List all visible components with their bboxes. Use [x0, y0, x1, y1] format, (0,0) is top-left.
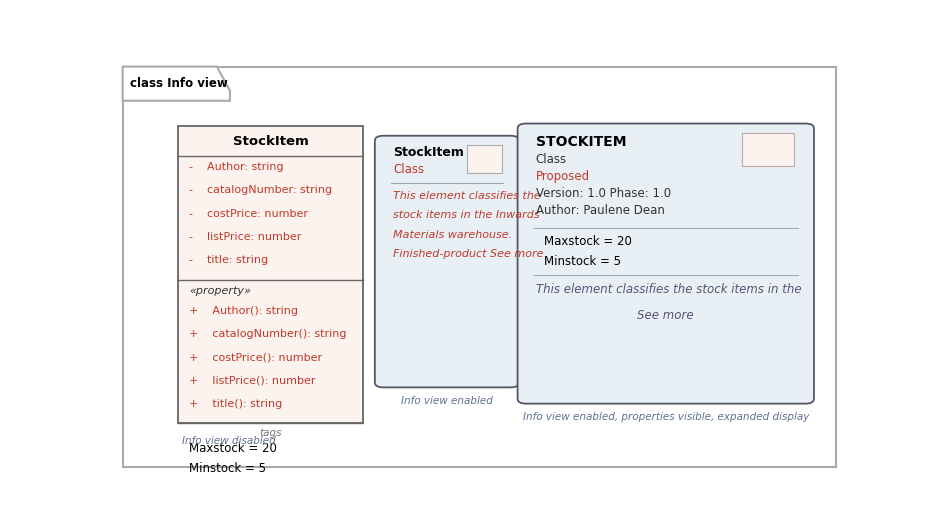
- Text: stock items in the Inwards: stock items in the Inwards: [393, 210, 539, 220]
- Text: +    title(): string: + title(): string: [189, 399, 282, 409]
- Text: StockItem: StockItem: [393, 146, 464, 159]
- Text: Minstock = 5: Minstock = 5: [189, 462, 266, 475]
- Text: Author: Paulene Dean: Author: Paulene Dean: [536, 204, 665, 217]
- Text: «property»: «property»: [189, 286, 252, 296]
- Text: +    Author(): string: + Author(): string: [189, 306, 298, 316]
- Bar: [467, 146, 502, 173]
- Text: Info view enabled, properties visible, expanded display: Info view enabled, properties visible, e…: [523, 412, 809, 422]
- Text: +    listPrice(): number: + listPrice(): number: [189, 375, 316, 385]
- Text: tags: tags: [260, 428, 282, 438]
- Polygon shape: [122, 67, 230, 101]
- Text: This element classifies the: This element classifies the: [393, 191, 540, 201]
- Text: Version: 1.0 Phase: 1.0: Version: 1.0 Phase: 1.0: [536, 187, 670, 200]
- Text: Finished-product See more: Finished-product See more: [393, 249, 543, 259]
- Text: Materials warehouse.: Materials warehouse.: [393, 230, 512, 240]
- Text: Maxstock = 20: Maxstock = 20: [544, 235, 632, 248]
- Text: Info view disabled: Info view disabled: [182, 436, 276, 446]
- Bar: [742, 133, 795, 166]
- Text: class Info view: class Info view: [130, 77, 227, 90]
- Text: +    catalogNumber(): string: + catalogNumber(): string: [189, 329, 347, 339]
- Text: -    Author: string: - Author: string: [189, 162, 284, 172]
- FancyBboxPatch shape: [375, 136, 519, 388]
- Text: Class: Class: [393, 163, 424, 176]
- Text: StockItem: StockItem: [233, 135, 309, 147]
- Text: Proposed: Proposed: [536, 170, 590, 183]
- Bar: [179, 126, 364, 423]
- Text: STOCKITEM: STOCKITEM: [536, 135, 626, 148]
- Text: -    listPrice: number: - listPrice: number: [189, 232, 302, 242]
- Text: This element classifies the stock items in the: This element classifies the stock items …: [536, 283, 801, 296]
- FancyBboxPatch shape: [518, 124, 814, 403]
- Text: Maxstock = 20: Maxstock = 20: [189, 442, 277, 456]
- Text: +    costPrice(): number: + costPrice(): number: [189, 352, 323, 362]
- Text: -    title: string: - title: string: [189, 255, 268, 265]
- Text: Info view enabled: Info view enabled: [401, 395, 493, 406]
- Text: See more: See more: [638, 309, 694, 322]
- Text: -    costPrice: number: - costPrice: number: [189, 209, 309, 219]
- Text: Class: Class: [536, 153, 567, 166]
- Text: -    catalogNumber: string: - catalogNumber: string: [189, 185, 333, 195]
- Text: Minstock = 5: Minstock = 5: [544, 255, 622, 268]
